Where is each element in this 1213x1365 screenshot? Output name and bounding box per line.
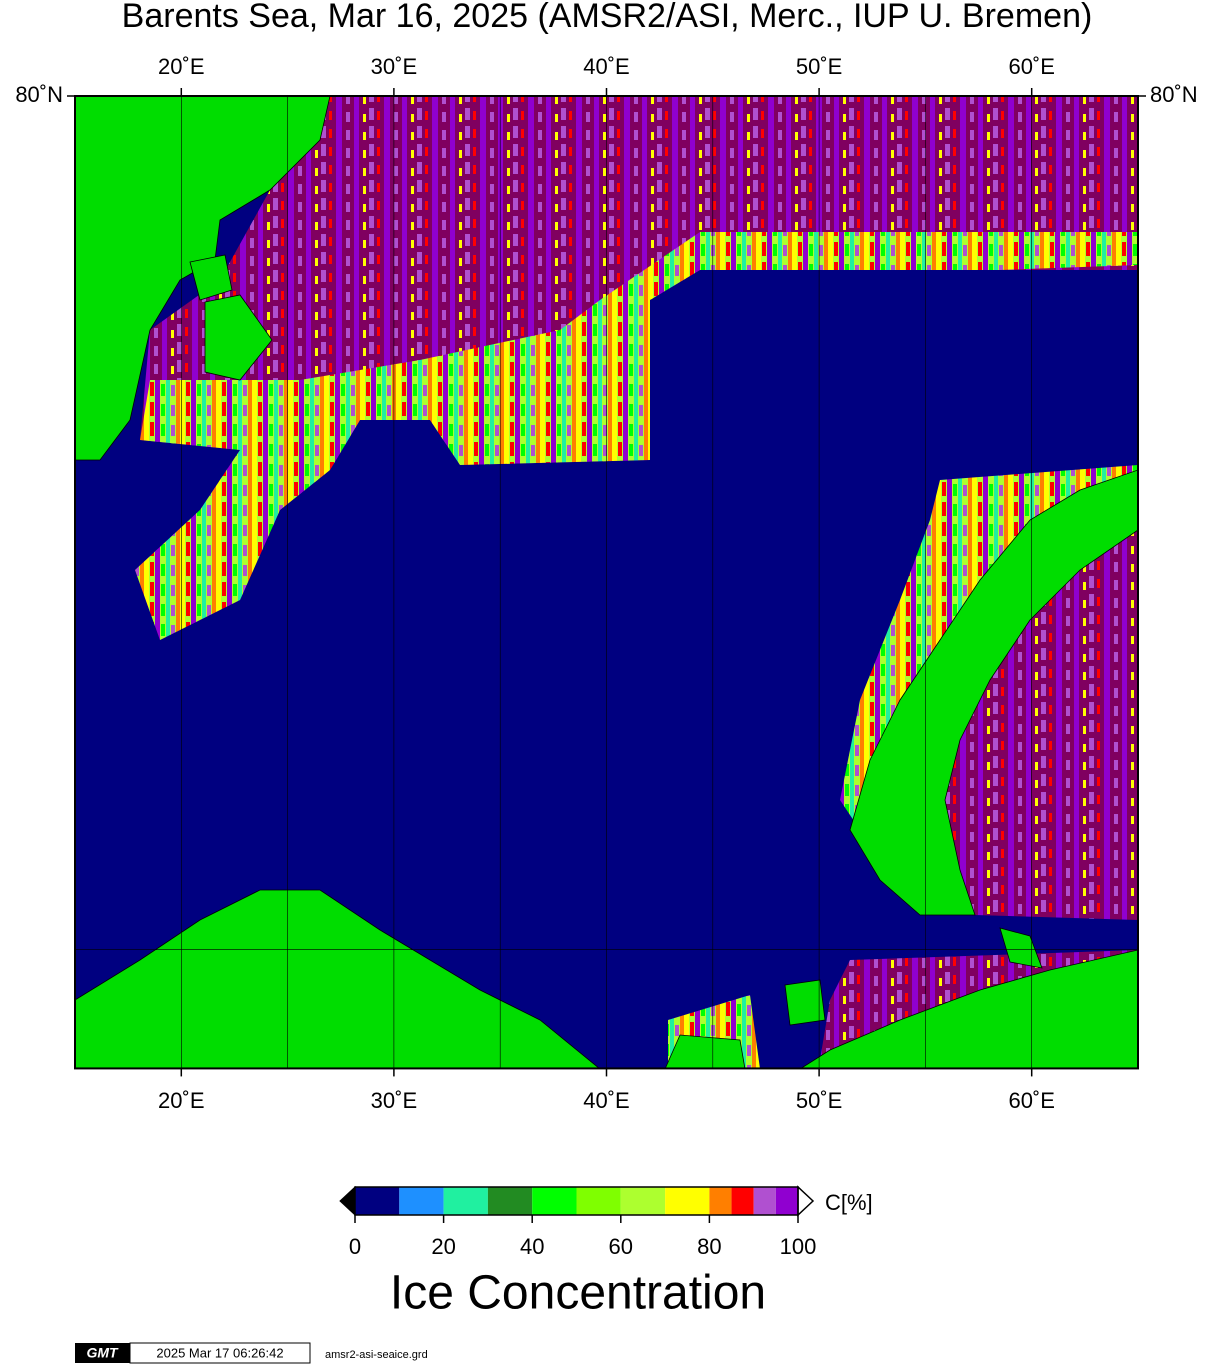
- kanin: [664, 1034, 746, 1069]
- lon-label: 60˚E: [1008, 54, 1054, 79]
- lon-label: 40˚E: [583, 54, 629, 79]
- colorbar-segment: [665, 1187, 710, 1215]
- colorbar-segment: [576, 1187, 621, 1215]
- island: [189, 254, 233, 301]
- timestamp-box: [129, 1342, 311, 1364]
- lon-label: 20˚E: [158, 1088, 204, 1113]
- timestamp: 2025 Mar 17 06:26:42: [156, 1345, 283, 1360]
- lon-label: 50˚E: [796, 54, 842, 79]
- lon-label: 60˚E: [1008, 1088, 1054, 1113]
- colorbar-tick-label: 0: [349, 1234, 361, 1259]
- colorbar-label: Ice Concentration: [390, 1267, 766, 1320]
- colorbar-tick-label: 20: [431, 1234, 455, 1259]
- lon-label: 20˚E: [158, 54, 204, 79]
- colorbar-segment: [443, 1187, 488, 1215]
- colorbar-tick-label: 80: [697, 1234, 721, 1259]
- ice-edge-nz: [840, 465, 1138, 830]
- map-title: Barents Sea, Mar 16, 2025 (AMSR2/ASI, Me…: [122, 0, 1093, 35]
- colorbar-tick-label: 40: [520, 1234, 544, 1259]
- lon-label: 40˚E: [583, 1088, 629, 1113]
- colorbar-over: [797, 1185, 815, 1217]
- island: [204, 294, 273, 381]
- ice-kara: [945, 530, 1138, 920]
- logo: GMT: [86, 1345, 119, 1361]
- colorbar-unit: C[%]: [825, 1190, 873, 1215]
- colorbar-segment: [709, 1187, 732, 1215]
- russia-coast: [799, 949, 1138, 1069]
- colorbar-segment: [532, 1187, 577, 1215]
- colorbar-under: [339, 1185, 356, 1217]
- colorbar-tick-label: 100: [780, 1234, 817, 1259]
- file-name: amsr2-asi-seaice.grd: [325, 1349, 428, 1361]
- scandinavia: [75, 889, 601, 1069]
- novaya-zemlya: [849, 469, 1138, 916]
- graticule: [75, 96, 1138, 1069]
- kolguev: [784, 979, 826, 1026]
- colorbar-segment: [753, 1187, 776, 1215]
- colorbar-tick-label: 60: [609, 1234, 633, 1259]
- colorbar-segment: [731, 1187, 754, 1215]
- lon-label: 30˚E: [371, 54, 417, 79]
- colorbar-segment: [399, 1187, 444, 1215]
- lon-label: 30˚E: [371, 1088, 417, 1113]
- lat-label: 80˚N: [15, 82, 63, 107]
- lon-label: 50˚E: [796, 1088, 842, 1113]
- ice-edge-north: [135, 232, 1138, 640]
- colorbar-segment: [355, 1187, 400, 1215]
- logo-box: [75, 1343, 130, 1363]
- colorbar-segment: [487, 1187, 533, 1215]
- colorbar-segment: [620, 1187, 666, 1215]
- colorbar-segment: [775, 1187, 798, 1215]
- lat-label: 80˚N: [1150, 82, 1198, 107]
- colorbar-frame: [354, 1186, 799, 1216]
